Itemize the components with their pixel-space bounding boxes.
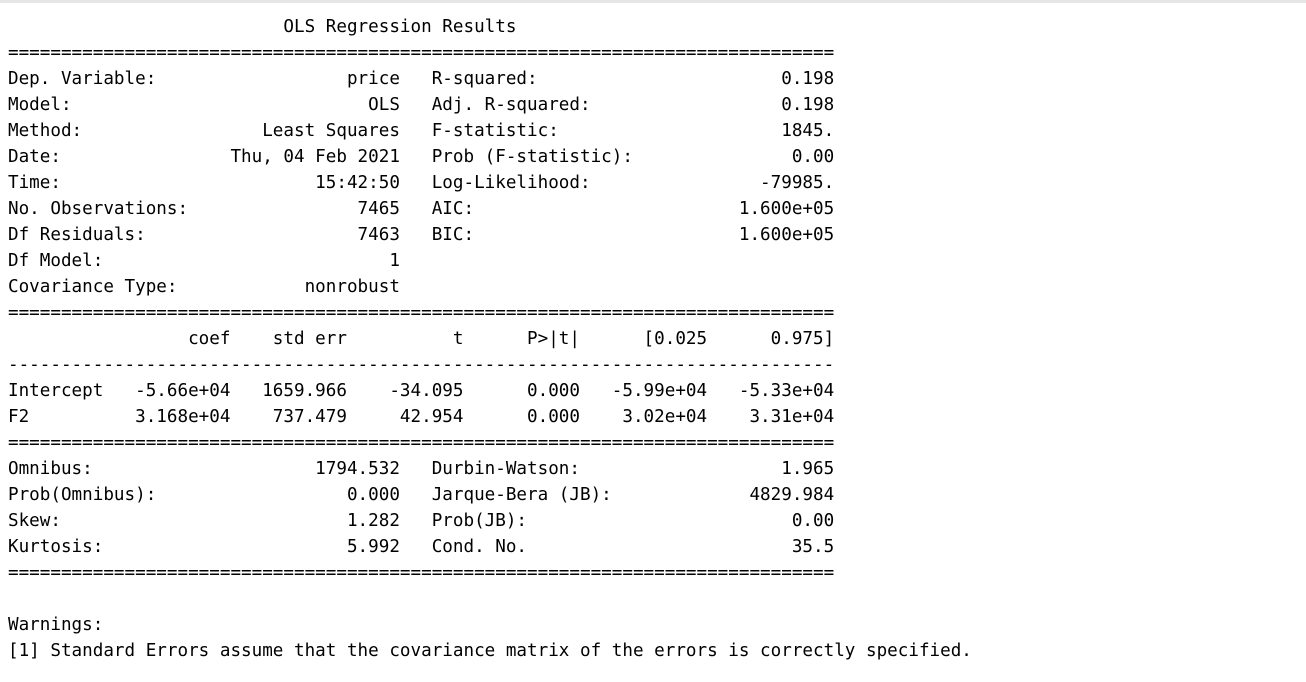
info-row: Model: OLS Adj. R-squared: 0.198 bbox=[8, 95, 835, 115]
separator-double: ========================================… bbox=[8, 563, 835, 583]
separator-double: ========================================… bbox=[8, 303, 835, 323]
coef-row-intercept: Intercept -5.66e+04 1659.966 -34.095 0.0… bbox=[8, 381, 835, 401]
info-row: Method: Least Squares F-statistic: 1845. bbox=[8, 121, 835, 141]
blank-line bbox=[8, 586, 972, 612]
separator-double: ========================================… bbox=[8, 43, 835, 63]
ols-summary-output: OLS Regression Results =================… bbox=[8, 14, 972, 664]
diagnostic-row: Skew: 1.282 Prob(JB): 0.00 bbox=[8, 511, 835, 531]
diagnostic-row: Kurtosis: 5.992 Cond. No. 35.5 bbox=[8, 537, 835, 557]
separator-single: ----------------------------------------… bbox=[8, 355, 835, 375]
info-row: Time: 15:42:50 Log-Likelihood: -79985. bbox=[8, 173, 835, 193]
warnings-heading: Warnings: bbox=[8, 615, 104, 635]
info-row: Df Residuals: 7463 BIC: 1.600e+05 bbox=[8, 225, 835, 245]
warning-text: [1] Standard Errors assume that the cova… bbox=[8, 641, 972, 661]
info-row: Dep. Variable: price R-squared: 0.198 bbox=[8, 69, 835, 89]
summary-title: OLS Regression Results bbox=[8, 17, 792, 37]
diagnostic-row: Prob(Omnibus): 0.000 Jarque-Bera (JB): 4… bbox=[8, 485, 835, 505]
info-row: Covariance Type: nonrobust bbox=[8, 277, 835, 297]
separator-double: ========================================… bbox=[8, 433, 835, 453]
coef-row-f2: F2 3.168e+04 737.479 42.954 0.000 3.02e+… bbox=[8, 407, 835, 427]
info-row: Df Model: 1 bbox=[8, 251, 835, 271]
info-row: No. Observations: 7465 AIC: 1.600e+05 bbox=[8, 199, 835, 219]
diagnostic-row: Omnibus: 1794.532 Durbin-Watson: 1.965 bbox=[8, 459, 835, 479]
info-row: Date: Thu, 04 Feb 2021 Prob (F-statistic… bbox=[8, 147, 835, 167]
coef-table-header: coef std err t P>|t| [0.025 0.975] bbox=[8, 329, 835, 349]
cell-top-border bbox=[0, 0, 1306, 3]
